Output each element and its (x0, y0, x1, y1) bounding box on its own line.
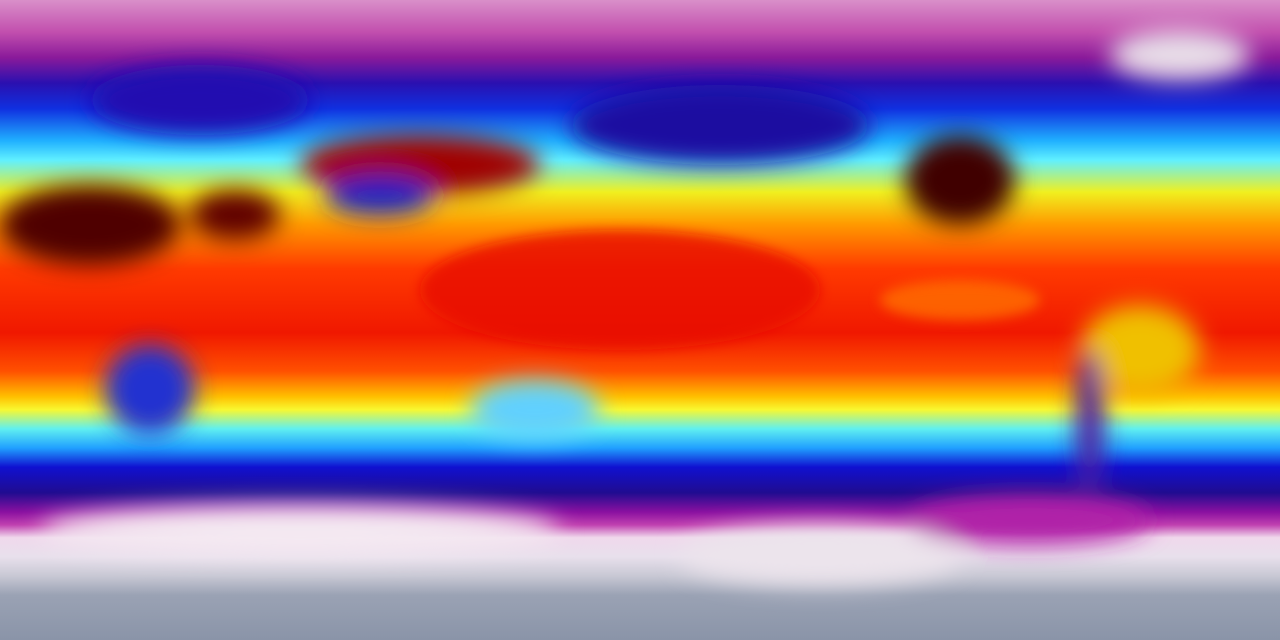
south-america (1080, 305, 1200, 395)
west-pacific-warm (420, 230, 820, 350)
east-pacific-cool (880, 280, 1040, 320)
greenland (1110, 30, 1250, 80)
siberia-cold (90, 65, 310, 135)
australia (470, 380, 600, 440)
north-pacific-cold (570, 85, 870, 165)
arabia-hot (190, 190, 280, 240)
north-america-hot (905, 135, 1015, 225)
southern-africa (105, 345, 195, 435)
sahara-hot (0, 185, 180, 265)
andes (1075, 350, 1105, 490)
tibet-cold (325, 175, 435, 215)
antarctic-ice-1 (40, 505, 560, 555)
antarctic-ice-2 (680, 525, 960, 585)
southern-ocean-magenta (910, 495, 1150, 545)
